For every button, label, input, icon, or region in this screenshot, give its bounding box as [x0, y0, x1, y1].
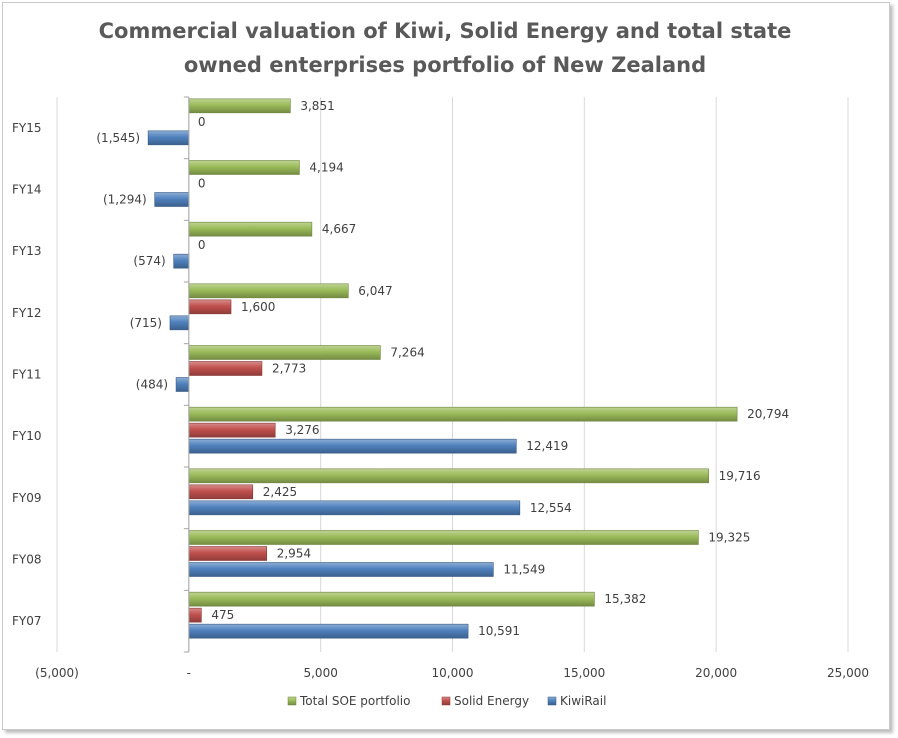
data-label-solid-energy-fy09: 2,425 — [263, 485, 297, 499]
data-label-total-soe-portfolio-fy14: 4,194 — [309, 161, 343, 175]
category-label-fy15: FY15 — [12, 121, 42, 135]
data-label-solid-energy-fy11: 2,773 — [272, 362, 306, 376]
bar-total-soe-portfolio-fy07 — [188, 591, 595, 607]
category-label-fy10: FY10 — [12, 429, 42, 443]
data-label-solid-energy-fy14: 0 — [198, 177, 206, 191]
data-label-total-soe-portfolio-fy08: 19,325 — [708, 531, 750, 545]
bar-kiwirail-fy11 — [175, 377, 190, 392]
data-label-kiwirail-fy08: 11,549 — [503, 563, 545, 577]
bar-kiwirail-fy07 — [188, 623, 469, 639]
bar-solid-energy-fy08 — [188, 546, 268, 561]
data-label-total-soe-portfolio-fy13: 4,667 — [322, 222, 356, 236]
data-label-total-soe-portfolio-fy11: 7,264 — [390, 346, 424, 360]
x-tick-label: 20,000 — [695, 666, 737, 680]
bar-total-soe-portfolio-fy09 — [188, 468, 709, 484]
x-tick-label: 10,000 — [432, 666, 474, 680]
bar-total-soe-portfolio-fy10 — [188, 406, 738, 422]
chart-title-line-2: owned enterprises portfolio of New Zeala… — [183, 53, 707, 77]
x-tick-label: (5,000) — [35, 666, 79, 680]
data-label-solid-energy-fy15: 0 — [198, 115, 206, 129]
data-label-kiwirail-fy09: 12,554 — [530, 501, 572, 515]
category-label-fy13: FY13 — [12, 244, 42, 258]
data-label-kiwirail-fy12: (715) — [130, 316, 162, 330]
data-label-kiwirail-fy15: (1,545) — [96, 131, 140, 145]
x-tick-label: 5,000 — [303, 666, 337, 680]
data-labels: 15,382 475 10,591 19,325 2,954 11,549 19,716 2,… — [96, 99, 789, 638]
data-label-solid-energy-fy10: 3,276 — [285, 423, 319, 437]
bar-total-soe-portfolio-fy13 — [188, 221, 313, 237]
x-tick-label: - — [187, 666, 191, 680]
legend-swatch-total-soe-portfolio[interactable] — [287, 696, 297, 706]
bar-solid-energy-fy10 — [188, 422, 276, 438]
data-label-solid-energy-fy13: 0 — [198, 238, 206, 252]
bar-solid-energy-fy11 — [188, 361, 263, 376]
category-label-fy09: FY09 — [12, 491, 42, 505]
data-label-kiwirail-fy10: 12,419 — [526, 439, 568, 453]
bar-total-soe-portfolio-fy15 — [188, 98, 291, 114]
gridlines — [56, 97, 849, 652]
chart-frame — [2, 2, 890, 730]
data-label-solid-energy-fy07: 475 — [211, 608, 234, 622]
data-label-solid-energy-fy12: 1,600 — [241, 300, 275, 314]
bar-total-soe-portfolio-fy12 — [188, 283, 349, 299]
category-label-fy11: FY11 — [12, 368, 42, 382]
bar-kiwirail-fy08 — [188, 562, 494, 577]
data-label-solid-energy-fy08: 2,954 — [277, 547, 311, 561]
bar-kiwirail-fy12 — [169, 315, 190, 331]
bar-solid-energy-fy12 — [188, 299, 232, 315]
legend-swatch-solid-energy[interactable] — [441, 696, 451, 706]
category-label-fy08: FY08 — [12, 553, 42, 567]
data-label-kiwirail-fy07: 10,591 — [478, 624, 520, 638]
x-tick-label: 15,000 — [563, 666, 605, 680]
bar-solid-energy-fy09 — [188, 484, 254, 500]
data-label-total-soe-portfolio-fy07: 15,382 — [604, 592, 646, 606]
data-label-total-soe-portfolio-fy12: 6,047 — [358, 284, 392, 298]
bar-total-soe-portfolio-fy11 — [188, 345, 381, 360]
data-label-kiwirail-fy11: (484) — [136, 378, 168, 392]
legend-swatch-kiwirail[interactable] — [547, 696, 557, 706]
chart-title-line-1: Commercial valuation of Kiwi, Solid Ener… — [98, 19, 792, 43]
data-label-kiwirail-fy13: (574) — [133, 254, 165, 268]
bar-total-soe-portfolio-fy08 — [188, 530, 699, 545]
bar-kiwirail-fy09 — [188, 500, 521, 516]
legend-label-kiwirail[interactable]: KiwiRail — [560, 694, 606, 708]
category-label-fy14: FY14 — [12, 183, 42, 197]
category-label-fy12: FY12 — [12, 306, 42, 320]
legend[interactable]: Total SOE portfolio Solid Energy KiwiRail — [287, 694, 606, 708]
data-label-total-soe-portfolio-fy10: 20,794 — [747, 407, 789, 421]
bar-solid-energy-fy07 — [188, 607, 202, 623]
data-label-total-soe-portfolio-fy09: 19,716 — [719, 469, 761, 483]
bar-kiwirail-fy15 — [147, 130, 190, 146]
bar-total-soe-portfolio-fy14 — [188, 160, 300, 175]
chart-title: Commercial valuation of Kiwi, Solid Ener… — [0, 14, 890, 82]
bar-kiwirail-fy14 — [154, 192, 190, 207]
data-label-total-soe-portfolio-fy15: 3,851 — [300, 99, 334, 113]
bars — [147, 98, 738, 639]
axes: FY07 FY08 FY09 FY10 FY11 FY12 FY13 FY14 FY15 (5,0… — [12, 96, 869, 680]
category-label-fy07: FY07 — [12, 614, 42, 628]
data-label-kiwirail-fy14: (1,294) — [103, 193, 147, 207]
bar-kiwirail-fy13 — [173, 253, 190, 269]
legend-label-total-soe-portfolio[interactable]: Total SOE portfolio — [299, 694, 410, 708]
x-tick-label: 25,000 — [827, 666, 869, 680]
legend-label-solid-energy[interactable]: Solid Energy — [454, 694, 529, 708]
bar-kiwirail-fy10 — [188, 438, 517, 454]
